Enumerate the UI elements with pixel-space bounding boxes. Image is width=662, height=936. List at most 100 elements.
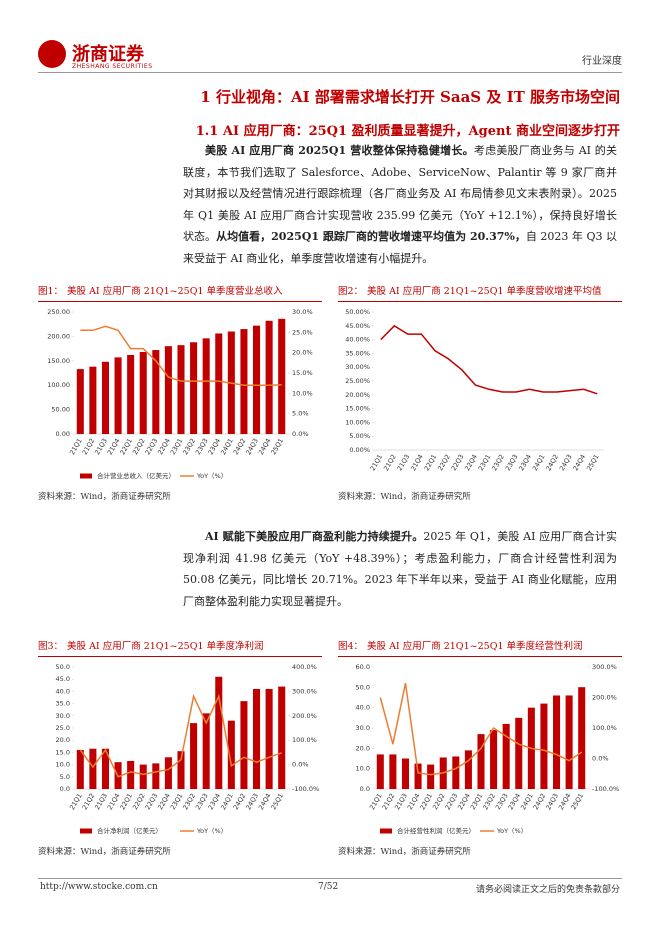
header-rule [38,72,622,73]
logo [38,40,66,68]
x-tick-label: 22Q4 [463,453,479,472]
text-run: 美股 AI 应用厂商 2025Q1 营收整体保持稳健增长。 [205,144,474,157]
bar [76,369,84,434]
text-run: AI 赋能下美股应用厂商盈利能力持续提升。 [205,530,424,543]
line [379,683,583,776]
y2-tick-label: 300.0% [592,663,617,671]
brand: 浙商证券 [72,44,144,65]
x-tick-label: 24Q3 [558,453,574,472]
y-tick-label: 15.0 [56,748,70,756]
y-tick-label: 50.00% [345,308,370,316]
y-tick-label: 45.00% [345,322,370,330]
y2-tick-label: 25.0% [292,328,313,336]
x-tick-label: 23Q3 [504,453,520,472]
chart-svg: 0.00 50.00 100.00 150.00 200.00 250.00 0.0% 5.0… [47,308,313,480]
chart: 0.0 10.0 20.0 30.0 40.0 50.0 60.0 -100.0% 0.0% 10… [338,655,622,845]
subheading: 1.1 AI 应用厂商：25Q1 盈利质量显著提升，Agent 商业空间逐步打开 [195,124,620,139]
chart-svg: 0.0 5.0 10.0 15.0 20.0 25.0 30.0 35.0 40.0 45.0 50… [56,663,320,835]
figure-title: 图4： 美股 AI 应用厂商 21Q1~25Q1 单季度经营性利润 [338,638,622,657]
y-tick-label: 20.00% [345,391,370,399]
y-tick-label: 0.00 [56,430,70,438]
bar [240,329,248,434]
line [380,324,598,395]
bar [127,354,135,434]
bar [177,751,185,789]
bar [427,764,435,789]
text-run: 从均值看，2025Q1 跟踪厂商的营收增速平均值为 20.37%， [216,230,526,243]
bar [76,749,84,789]
y-tick-label: 50.0 [356,683,370,691]
figure-label: 图4： [338,641,364,652]
bar [215,333,223,434]
y2-tick-label: 100.0% [292,736,317,744]
y-tick-label: 30.00% [345,363,370,371]
figure-caption: 美股 AI 应用厂商 21Q1~25Q1 单季度营业总收入 [67,286,283,297]
bar [401,758,409,789]
bar [190,342,198,434]
figure-caption: 美股 AI 应用厂商 21Q1~25Q1 单季度经营性利润 [367,641,583,652]
x-tick-label: 23Q1 [477,453,493,472]
y-tick-label: 250.00 [47,308,70,316]
x-tick-label: 22Q1 [423,453,439,472]
bar [376,754,384,789]
x-tick-label: 24Q2 [544,453,560,472]
bar [227,720,235,789]
bar [490,730,498,789]
bar [215,676,223,789]
x-tick-label: 25Q1 [269,437,285,456]
bar [89,748,97,789]
figure-source: 资料来源：Wind，浙商证券研究所 [338,847,471,857]
bar [253,325,261,434]
figure-source: 资料来源：Wind，浙商证券研究所 [338,492,471,502]
y-tick-label: 25.00% [345,377,370,385]
figure-title: 图1： 美股 AI 应用厂商 21Q1~25Q1 单季度营业总收入 [38,283,322,302]
y-tick-label: 10.00% [345,418,370,426]
bar [452,756,460,789]
page-number: 7/52 [318,882,339,892]
y2-tick-label: 20.0% [292,349,313,357]
bar [578,687,586,789]
y-tick-label: 40.00% [345,336,370,344]
y2-tick-label: 400.0% [292,663,317,671]
legend-swatch [80,828,92,834]
y-tick-label: 35.0 [56,700,70,708]
y-tick-label: 35.00% [345,349,370,357]
y2-tick-label: -100.0% [292,785,319,793]
y2-tick-label: 0.0% [292,761,309,769]
paragraph: 美股 AI 应用厂商 2025Q1 营收整体保持稳健增长。考虑美股厂商业务与 A… [183,140,617,269]
bar [101,748,109,789]
x-tick-label: 25Q1 [269,792,285,811]
x-tick-label: 25Q1 [585,453,601,472]
bar [464,750,472,789]
x-tick-label: 21Q4 [409,453,425,472]
y-tick-label: 30.0 [356,724,370,732]
bar [553,695,561,789]
bar [389,754,397,789]
x-tick-label: 21Q2 [382,453,398,472]
disclaimer: 请务必阅读正文之后的免责条款部分 [475,885,620,895]
bar [265,688,273,789]
y-tick-label: 10.0 [356,765,370,773]
bar [278,686,286,789]
x-tick-label: 22Q3 [450,453,466,472]
bar [265,320,273,434]
bar [278,318,286,434]
text-run: 2025 年 Q1，美股 AI 应用厂商合计实现净利润 41.98 亿美元（Yo… [183,530,617,608]
brand-en: ZHESHANG SECURITIES [72,63,153,70]
heading: 1 行业视角：AI 部署需求增长打开 SaaS 及 IT 服务市场空间 [200,88,620,106]
bar [177,345,185,434]
chart-svg: 0.0 10.0 20.0 30.0 40.0 50.0 60.0 -100.0% 0.0% 10… [356,663,620,835]
chart: 0.00 50.00 100.00 150.00 200.00 250.00 0.0% 5.0… [38,300,322,490]
y-tick-label: 40.0 [356,704,370,712]
figure-title: 图2： 美股 AI 应用厂商 21Q1~25Q1 单季度营收增速平均值 [338,283,622,302]
x-tick-label: 25Q1 [569,792,585,811]
x-tick-label: 21Q3 [396,453,412,472]
y2-tick-label: 10.0% [292,389,313,397]
y-tick-label: 60.0 [356,663,370,671]
bar [190,723,198,789]
x-tick-label: 22Q2 [436,453,452,472]
bar [139,352,147,434]
y-tick-label: 20.0 [356,744,370,752]
bar [565,695,573,789]
line [79,693,282,778]
